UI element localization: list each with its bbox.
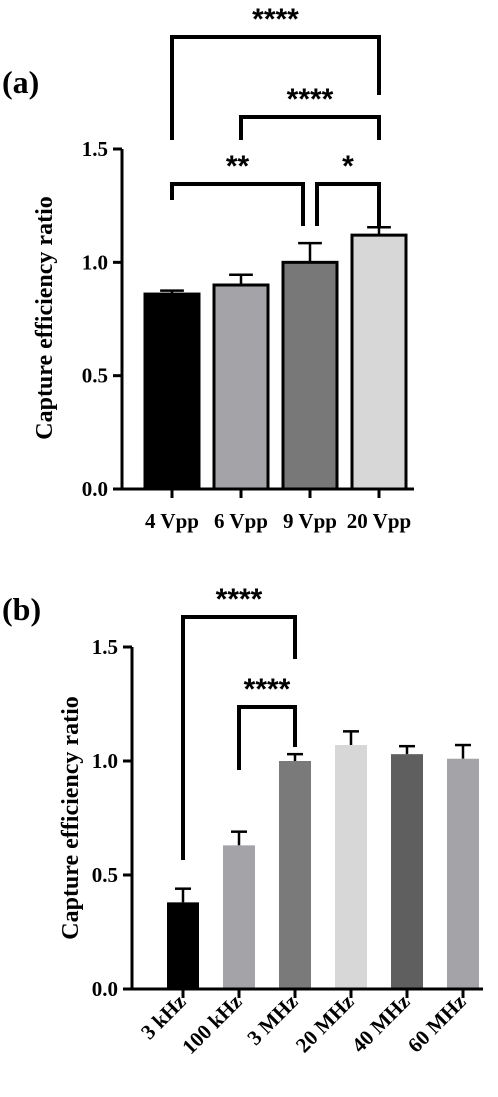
panel-label: (b) — [2, 591, 41, 627]
y-tick-label: 1.0 — [92, 749, 118, 773]
significance-bracket — [181, 615, 297, 860]
x-tick-label: 40 MHz — [347, 990, 415, 1058]
x-tick-label: 6 Vpp — [214, 509, 268, 533]
x-tick-label: 100 kHz — [177, 990, 246, 1059]
bar-3-mhz — [279, 761, 311, 989]
bar-chart-panel-b: (b)Capture efficiency ratio0.00.51.01.53… — [2, 583, 483, 1059]
y-axis-label: Capture efficiency ratio — [32, 196, 58, 439]
significance-bracket — [239, 115, 381, 140]
significance-bracket — [315, 182, 381, 226]
x-tick-label: 60 MHz — [403, 990, 471, 1058]
y-tick-label: 0.5 — [82, 364, 108, 388]
y-tick-label: 1.5 — [92, 635, 118, 659]
significance-bracket — [170, 35, 381, 140]
significance-label: **** — [287, 83, 334, 116]
bar-chart-panel-a: (a) Capture efficiency ratio 0.0 0.5 1.0 1.5 4… — [2, 3, 414, 533]
y-tick-label: 0.5 — [92, 863, 118, 887]
x-tick-label: 20 MHz — [291, 990, 359, 1058]
y-tick-label: 1.5 — [82, 137, 108, 161]
significance-bracket — [237, 705, 297, 770]
bar-20-vpp — [350, 233, 408, 491]
y-tick-label: 0.0 — [92, 977, 118, 1001]
panel-label: (a) — [2, 64, 39, 100]
y-tick-label: 1.0 — [82, 250, 108, 274]
significance-label: * — [342, 150, 354, 183]
significance-label: **** — [244, 673, 291, 706]
significance-bracket — [170, 182, 305, 226]
x-tick-label: 9 Vpp — [283, 509, 337, 533]
bar-60-mhz — [447, 758, 479, 989]
y-axis-label: Capture efficiency ratio — [58, 696, 84, 939]
bar-6-vpp — [212, 283, 270, 491]
x-tick-label: 4 Vpp — [145, 509, 199, 533]
bar-100-khz — [223, 845, 255, 989]
bar-40-mhz — [391, 754, 423, 989]
bar-20-mhz — [335, 745, 367, 989]
bar-4-vpp — [143, 292, 201, 491]
bar-9-vpp — [281, 260, 339, 491]
x-tick-label: 20 Vpp — [347, 509, 411, 533]
y-tick-label: 0.0 — [82, 477, 108, 501]
significance-label: **** — [252, 3, 299, 36]
bar-3-khz — [167, 902, 199, 989]
significance-label: ** — [226, 150, 250, 183]
significance-label: **** — [216, 583, 263, 616]
